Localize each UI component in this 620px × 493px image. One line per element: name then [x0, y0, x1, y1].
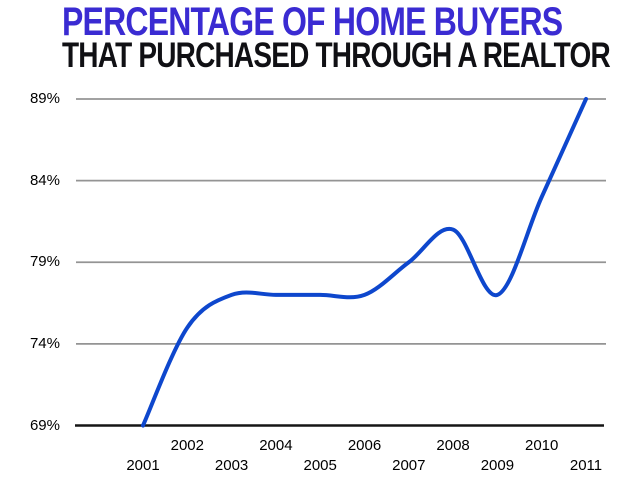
x-axis-tick-label: 2005	[303, 457, 337, 474]
x-axis-tick-label: 2011	[569, 457, 603, 474]
y-axis-tick-label: 84%	[29, 171, 60, 189]
y-axis-tick-label: 74%	[29, 334, 60, 352]
trend-line	[141, 97, 588, 428]
chart-title-line2: THAT PURCHASED THROUGH A REALTOR	[62, 36, 611, 75]
x-axis-tick-label: 2006	[347, 437, 382, 454]
y-axis-tick-label: 69%	[29, 416, 60, 434]
chart-title: PERCENTAGE OF HOME BUYERS THAT PURCHASED…	[0, 0, 620, 75]
x-axis-tick-label: 2003	[214, 457, 249, 474]
x-axis-tick-label: 2007	[392, 457, 426, 474]
chart-title-line1: PERCENTAGE OF HOME BUYERS	[62, 0, 563, 44]
x-axis-tick-label: 2001	[126, 457, 160, 474]
x-axis-tick-label: 2009	[480, 457, 515, 474]
x-axis-tick-label: 2008	[436, 437, 470, 454]
x-axis-tick-label: 2002	[170, 437, 204, 454]
x-axis-tick-label: 2010	[525, 437, 559, 454]
x-axis-tick-label: 2004	[259, 437, 293, 454]
y-axis-tick-label: 79%	[29, 253, 60, 271]
y-axis-tick-label: 89%	[29, 90, 60, 107]
